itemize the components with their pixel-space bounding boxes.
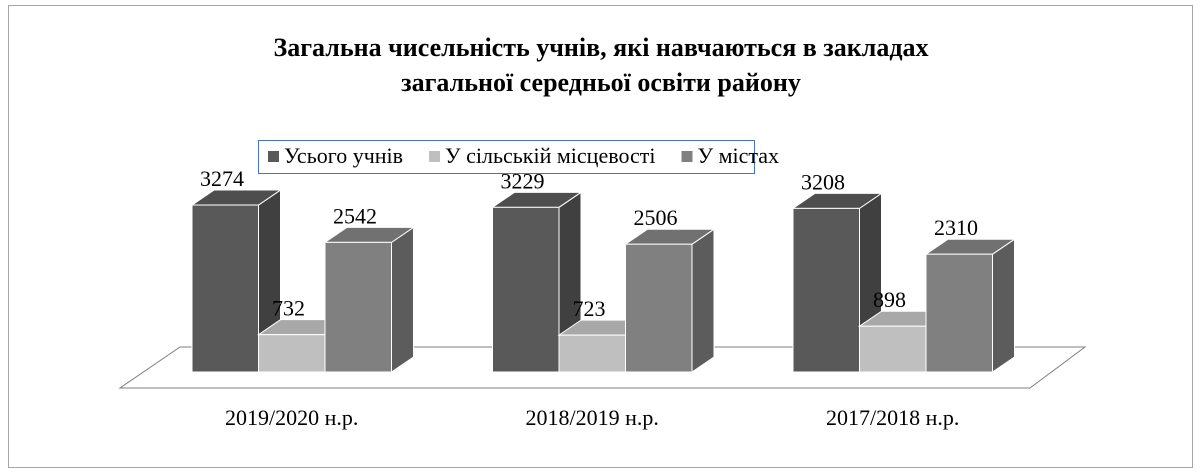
bar <box>323 226 416 373</box>
legend-swatch <box>681 151 693 162</box>
data-label: 898 <box>873 287 906 312</box>
data-label: 723 <box>573 296 606 321</box>
bar-front <box>191 204 259 373</box>
x-tick-label: 2017/2018 н.р. <box>826 405 959 430</box>
bar <box>190 189 283 373</box>
data-label: 732 <box>272 296 305 321</box>
bar <box>924 238 1017 373</box>
bar-side <box>992 238 1015 373</box>
legend-label: Усього учнів <box>284 143 403 168</box>
bar <box>791 192 884 373</box>
legend-label: У сільській місцевості <box>445 143 655 168</box>
legend-swatch <box>429 151 441 162</box>
x-tick-label: 2019/2020 н.р. <box>225 405 358 430</box>
data-label: 2506 <box>634 205 678 230</box>
bar-front <box>324 241 392 373</box>
data-label: 2542 <box>333 203 377 228</box>
bar-front <box>492 206 560 373</box>
bar-side <box>691 228 715 373</box>
bar-front <box>859 325 927 373</box>
data-label: 3274 <box>200 166 244 191</box>
data-label: 2310 <box>934 215 978 240</box>
legend <box>258 140 755 174</box>
x-tick-label: 2018/2019 н.р. <box>526 405 659 430</box>
chart-title: Загальна чисельність учнів, які навчають… <box>274 33 929 97</box>
bar-front <box>558 334 626 373</box>
data-label: 3229 <box>501 168 545 193</box>
data-label: 3208 <box>801 169 845 194</box>
bar-front <box>258 334 326 373</box>
bar <box>623 228 716 373</box>
bar-front <box>792 207 860 373</box>
legend-label: У містах <box>698 143 780 168</box>
bar-side <box>391 226 414 373</box>
bar-front <box>925 253 993 373</box>
legend-swatch <box>268 151 279 162</box>
bar-front <box>625 243 693 373</box>
